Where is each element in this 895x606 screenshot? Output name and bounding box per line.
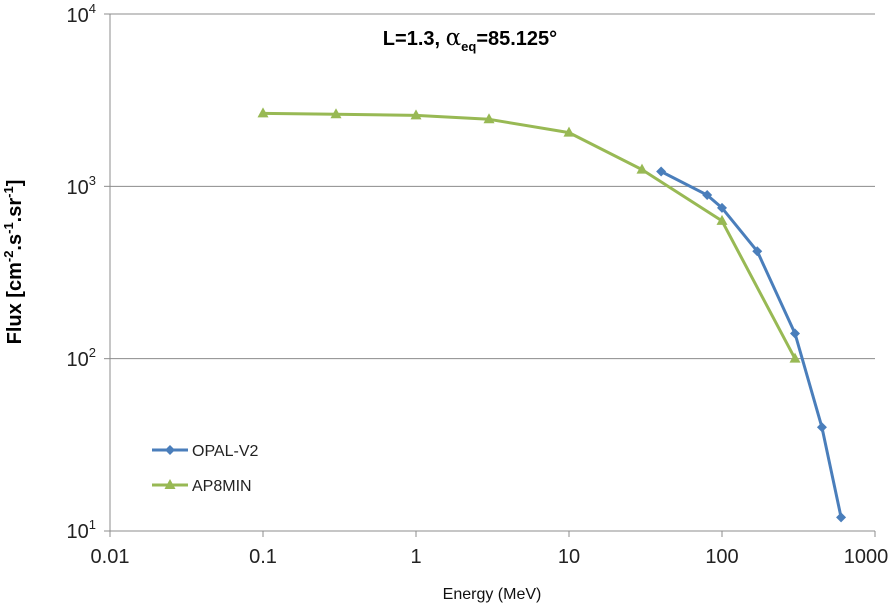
legend-marker-triangle [164, 479, 176, 489]
data-point-ap8min [563, 126, 575, 137]
x-tick-label: 1000 [844, 546, 889, 568]
x-tick-marks [109, 531, 876, 537]
legend: OPAL-V2 AP8MIN [152, 443, 259, 495]
data-point-ap8min [257, 107, 269, 118]
x-tick-label: 100 [705, 546, 738, 568]
x-tick-labels: 0.01 0.1 1 10 100 1000 [91, 546, 889, 568]
data-point-ap8min [410, 109, 422, 120]
series-line-opal-v2 [660, 170, 843, 518]
data-point-ap8min [483, 113, 495, 124]
y-tick-exp: 1 [89, 517, 96, 532]
y-tick-base: 10 [67, 5, 89, 27]
x-tick-label: 0.01 [91, 546, 130, 568]
y-tick-base: 10 [67, 177, 89, 199]
legend-label-ap8: AP8MIN [192, 478, 252, 495]
data-point-opal-v2 [702, 190, 713, 201]
y-tick-marks [104, 13, 110, 532]
data-point-ap8min [716, 214, 728, 225]
y-tick-base: 10 [67, 521, 89, 543]
y-tick-label: 101 [67, 517, 96, 543]
series-line-ap8min [262, 111, 797, 360]
data-point-opal-v2 [789, 328, 800, 339]
horizontal-gridlines [110, 13, 875, 360]
x-tick-label: 1 [410, 546, 421, 568]
legend-label-opal: OPAL-V2 [192, 443, 259, 460]
x-tick-label: 10 [558, 546, 580, 568]
chart-title: L=1.3, αeq=85.125° [383, 25, 557, 54]
y-tick-exp: 4 [89, 1, 96, 16]
data-point-opal-v2 [752, 246, 763, 257]
y-tick-label: 103 [67, 173, 96, 199]
data-point-opal-v2 [717, 202, 727, 213]
y-tick-labels: 101 102 103 104 [67, 1, 96, 543]
data-series [257, 107, 847, 523]
y-tick-exp: 2 [89, 345, 96, 360]
data-point-ap8min [330, 108, 342, 119]
data-point-ap8min [789, 352, 801, 363]
x-tick-label: 0.1 [249, 546, 277, 568]
data-point-ap8min [636, 163, 648, 174]
y-tick-label: 102 [67, 345, 96, 371]
y-tick-base: 10 [67, 349, 89, 371]
y-axis-title: Flux [cm-2.s-1.sr-1] [1, 180, 26, 345]
data-point-opal-v2 [816, 422, 827, 433]
legend-marker-diamond [165, 445, 175, 455]
y-tick-label: 104 [67, 1, 96, 27]
data-point-opal-v2 [656, 166, 667, 177]
y-tick-exp: 3 [89, 173, 96, 188]
x-axis-title: Energy (MeV) [443, 586, 542, 603]
data-point-opal-v2 [836, 512, 847, 523]
